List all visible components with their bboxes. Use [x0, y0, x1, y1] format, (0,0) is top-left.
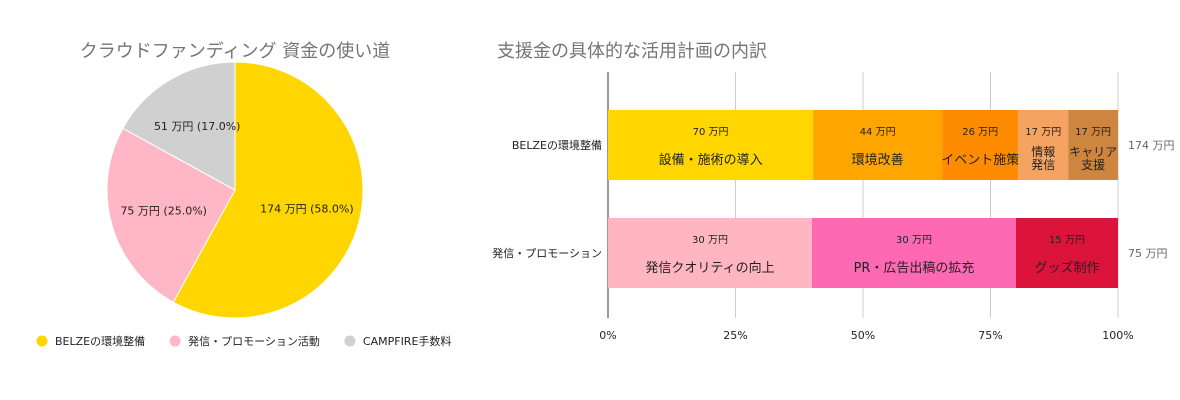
segment-value-label: 15 万円	[1049, 235, 1085, 246]
pie-legend: BELZEの環境整備 発信・プロモーション活動 CAMPFIRE手数料	[36, 334, 452, 348]
segment-value-label: 30 万円	[692, 235, 728, 246]
legend-swatch	[344, 335, 356, 347]
bar-category-label: BELZEの環境整備	[512, 138, 602, 152]
pie-slice-3	[122, 61, 236, 191]
pie-chart: 174 万円 (58.0%) 75 万円 (25.0%) 51 万円 (17.0%)	[106, 61, 364, 319]
bar-segment	[813, 110, 943, 180]
bar-segment	[1068, 110, 1118, 180]
segment-value-label: 26 万円	[962, 127, 998, 138]
bar-segment	[608, 110, 814, 180]
segment-value-label: 17 万円	[1025, 127, 1061, 138]
pie-slice-label: 75 万円 (25.0%)	[120, 205, 207, 218]
segment-name-label: 支援	[1081, 158, 1105, 172]
pie-slice-label: 174 万円 (58.0%)	[260, 202, 354, 215]
segment-name-label: 環境改善	[852, 152, 904, 168]
x-tick-label: 50%	[851, 329, 875, 342]
bar-total-label: 75 万円	[1128, 247, 1168, 260]
segment-value-label: 30 万円	[896, 235, 932, 246]
segment-value-label: 44 万円	[860, 127, 896, 138]
x-tick-label: 75%	[978, 329, 1002, 342]
pie-chart-title: クラウドファンディング 資金の使い道	[80, 41, 390, 62]
bar-segment	[608, 218, 812, 288]
bar-segment	[1018, 110, 1069, 180]
bar-segment	[942, 110, 1019, 180]
legend-label: BELZEの環境整備	[55, 334, 145, 348]
legend-label: 発信・プロモーション活動	[188, 334, 320, 348]
bar-segment	[1016, 218, 1118, 288]
bar-chart-title: 支援金の具体的な活用計画の内訳	[497, 41, 767, 62]
legend-label: CAMPFIRE手数料	[363, 334, 452, 348]
bar-segment	[812, 218, 1016, 288]
segment-value-label: 17 万円	[1075, 127, 1111, 138]
pie-slice-1	[172, 61, 364, 319]
segment-name-label: 情報	[1031, 145, 1055, 159]
segment-name-label: 設備・施術の導入	[659, 152, 763, 168]
pie-slice-label: 51 万円 (17.0%)	[154, 120, 241, 133]
x-tick-label: 25%	[723, 329, 747, 342]
pie-slice-2	[106, 127, 236, 303]
segment-name-label: PR・広告出稿の拡充	[854, 260, 975, 276]
segment-name-label: イベント施策	[941, 152, 1019, 168]
bar-category-label: 発信・プロモーション	[492, 246, 602, 260]
segment-name-label: 発信クオリティの向上	[645, 260, 774, 276]
segment-value-label: 70 万円	[693, 127, 729, 138]
segment-name-label: キャリア	[1069, 145, 1117, 159]
segment-name-label: 発信	[1031, 158, 1055, 172]
bar-total-label: 174 万円	[1128, 139, 1175, 152]
legend-swatch	[36, 335, 48, 347]
x-tick-label: 100%	[1102, 329, 1133, 342]
segment-name-label: グッズ制作	[1034, 260, 1099, 276]
legend-swatch	[169, 335, 181, 347]
x-tick-label: 0%	[599, 329, 616, 342]
